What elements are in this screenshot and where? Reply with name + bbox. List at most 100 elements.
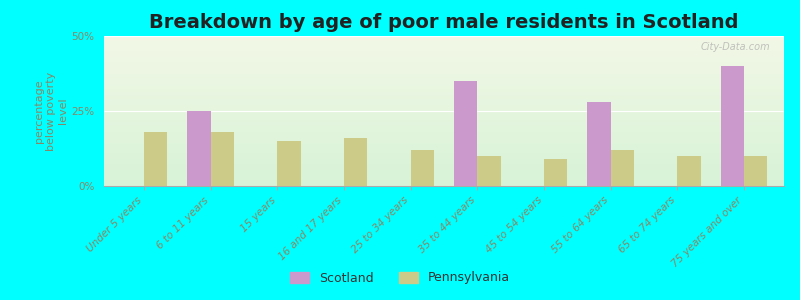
Bar	[104, 40, 784, 42]
Bar	[104, 42, 784, 44]
Bar	[678, 156, 701, 186]
Bar	[104, 76, 784, 78]
Bar	[104, 138, 784, 140]
Bar	[104, 100, 784, 102]
Bar	[104, 130, 784, 132]
Bar	[104, 159, 784, 160]
Bar	[144, 132, 167, 186]
Bar	[104, 134, 784, 135]
Bar	[104, 183, 784, 184]
Bar	[104, 153, 784, 154]
Bar	[104, 124, 784, 126]
Bar	[104, 120, 784, 122]
Bar	[104, 117, 784, 118]
Bar	[104, 46, 784, 48]
Bar	[104, 92, 784, 93]
Bar	[104, 85, 784, 87]
Bar	[104, 68, 784, 69]
Bar	[104, 152, 784, 153]
Bar	[104, 123, 784, 124]
Bar	[610, 150, 634, 186]
Bar	[104, 184, 784, 186]
Bar	[104, 128, 784, 129]
Bar	[104, 158, 784, 159]
Bar	[104, 70, 784, 72]
Bar	[104, 61, 784, 63]
Bar	[104, 93, 784, 94]
Bar	[104, 66, 784, 68]
Bar	[478, 156, 501, 186]
Bar	[104, 90, 784, 92]
Bar	[104, 172, 784, 174]
Bar	[104, 56, 784, 57]
Bar	[104, 84, 784, 86]
Bar	[104, 118, 784, 120]
Bar	[544, 159, 567, 186]
Bar	[104, 52, 784, 54]
Bar	[104, 160, 784, 162]
Bar	[104, 80, 784, 81]
Bar	[104, 180, 784, 182]
Bar	[104, 72, 784, 74]
Bar	[104, 111, 784, 112]
Bar	[104, 44, 784, 45]
Bar	[104, 147, 784, 148]
Bar	[587, 102, 610, 186]
Bar	[104, 108, 784, 110]
Bar	[104, 182, 784, 183]
Bar	[104, 116, 784, 117]
Bar	[104, 114, 784, 116]
Bar	[721, 66, 744, 186]
Bar	[104, 129, 784, 130]
Bar	[104, 98, 784, 99]
Bar	[104, 74, 784, 75]
Bar	[104, 177, 784, 178]
Bar	[104, 165, 784, 166]
Bar	[104, 122, 784, 123]
Title: Breakdown by age of poor male residents in Scotland: Breakdown by age of poor male residents …	[150, 13, 738, 32]
Bar	[104, 126, 784, 128]
Bar	[104, 57, 784, 58]
Bar	[104, 105, 784, 106]
Bar	[104, 178, 784, 180]
Bar	[104, 87, 784, 88]
Bar	[104, 75, 784, 76]
Bar	[104, 164, 784, 165]
Bar	[104, 51, 784, 52]
Bar	[104, 135, 784, 136]
Bar	[104, 102, 784, 104]
Legend: Scotland, Pennsylvania: Scotland, Pennsylvania	[284, 265, 516, 291]
Bar	[104, 64, 784, 66]
Bar	[104, 106, 784, 108]
Bar	[104, 54, 784, 56]
Y-axis label: percentage
below poverty
level: percentage below poverty level	[34, 71, 68, 151]
Bar	[454, 81, 478, 186]
Bar	[104, 82, 784, 84]
Bar	[344, 138, 367, 186]
Bar	[278, 141, 301, 186]
Bar	[104, 48, 784, 50]
Bar	[104, 63, 784, 64]
Bar	[104, 171, 784, 172]
Bar	[104, 142, 784, 144]
Bar	[104, 176, 784, 177]
Bar	[104, 169, 784, 171]
Bar	[104, 156, 784, 158]
Bar	[104, 103, 784, 105]
Bar	[104, 38, 784, 39]
Bar	[104, 150, 784, 152]
Bar	[104, 162, 784, 164]
Bar	[104, 69, 784, 70]
Bar	[104, 167, 784, 168]
Bar	[104, 50, 784, 51]
Bar	[104, 140, 784, 141]
Bar	[104, 96, 784, 98]
Bar	[104, 174, 784, 176]
Bar	[744, 156, 767, 186]
Bar	[104, 94, 784, 96]
Bar	[104, 36, 784, 38]
Bar	[104, 112, 784, 114]
Bar	[104, 110, 784, 111]
Bar	[104, 148, 784, 150]
Bar	[104, 45, 784, 46]
